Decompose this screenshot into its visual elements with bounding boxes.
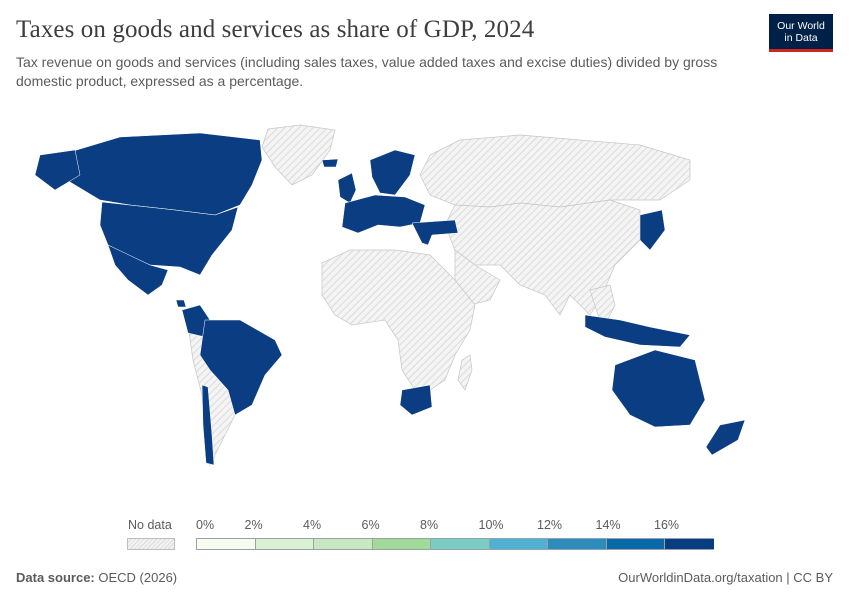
legend-tick-label: 16% <box>654 518 680 532</box>
logo-line-1: Our World <box>777 19 825 32</box>
legend-tick-label: 0% <box>196 518 215 532</box>
uk-ireland <box>337 172 357 204</box>
legend-bin[interactable] <box>488 538 547 550</box>
legend-bin[interactable] <box>430 538 489 550</box>
legend-bin[interactable] <box>196 538 255 550</box>
new-zealand <box>705 419 746 456</box>
legend-tick-label: 12% <box>537 518 563 532</box>
africa <box>321 249 476 391</box>
legend-tick-label: 10% <box>478 518 504 532</box>
mexico <box>107 244 169 296</box>
legend: No data 0% 2% 4% 6% 8% 10% 12% 14% 16% <box>0 512 850 552</box>
alaska <box>34 149 81 191</box>
iceland <box>321 158 339 168</box>
chart-subtitle: Tax revenue on goods and services (inclu… <box>16 54 718 89</box>
legend-bin[interactable] <box>605 538 664 550</box>
legend-no-data-swatch <box>127 538 175 550</box>
legend-tick-label: 4% <box>303 518 322 532</box>
legend-bin[interactable] <box>547 538 606 550</box>
legend-bin[interactable] <box>254 538 313 550</box>
japan-korea <box>639 209 666 251</box>
source-label: Data source: <box>16 570 95 585</box>
footer-source: Data source: OECD (2026) <box>16 570 177 585</box>
western-europe <box>341 194 426 234</box>
chile <box>201 384 215 466</box>
indonesia <box>584 314 691 348</box>
russia <box>419 134 691 208</box>
world-map <box>0 115 850 515</box>
legend-bin[interactable] <box>313 538 372 550</box>
legend-tick-label: 8% <box>420 518 439 532</box>
costa-rica <box>175 299 187 308</box>
legend-bin[interactable] <box>664 538 714 550</box>
world-map-svg <box>34 124 746 467</box>
south-africa <box>399 384 433 416</box>
se-asia <box>589 284 616 326</box>
legend-tick-label: 14% <box>595 518 621 532</box>
chart-title: Taxes on goods and services as share of … <box>16 16 535 43</box>
legend-bin[interactable] <box>371 538 430 550</box>
madagascar <box>457 354 473 391</box>
greenland <box>261 124 336 186</box>
legend-tick-label: 6% <box>361 518 380 532</box>
owid-logo[interactable]: Our World in Data <box>769 14 833 52</box>
legend-no-data-label: No data <box>128 518 172 532</box>
logo-line-2: in Data <box>784 31 818 44</box>
legend-tick-label: 2% <box>244 518 263 532</box>
australia <box>611 349 706 428</box>
footer-link[interactable]: OurWorldinData.org/taxation | CC BY <box>618 570 833 585</box>
canada <box>49 132 263 216</box>
scandinavia <box>369 149 416 196</box>
source-value[interactable]: OECD (2026) <box>98 570 178 585</box>
turkey-israel <box>411 219 459 246</box>
brazil <box>199 319 283 416</box>
